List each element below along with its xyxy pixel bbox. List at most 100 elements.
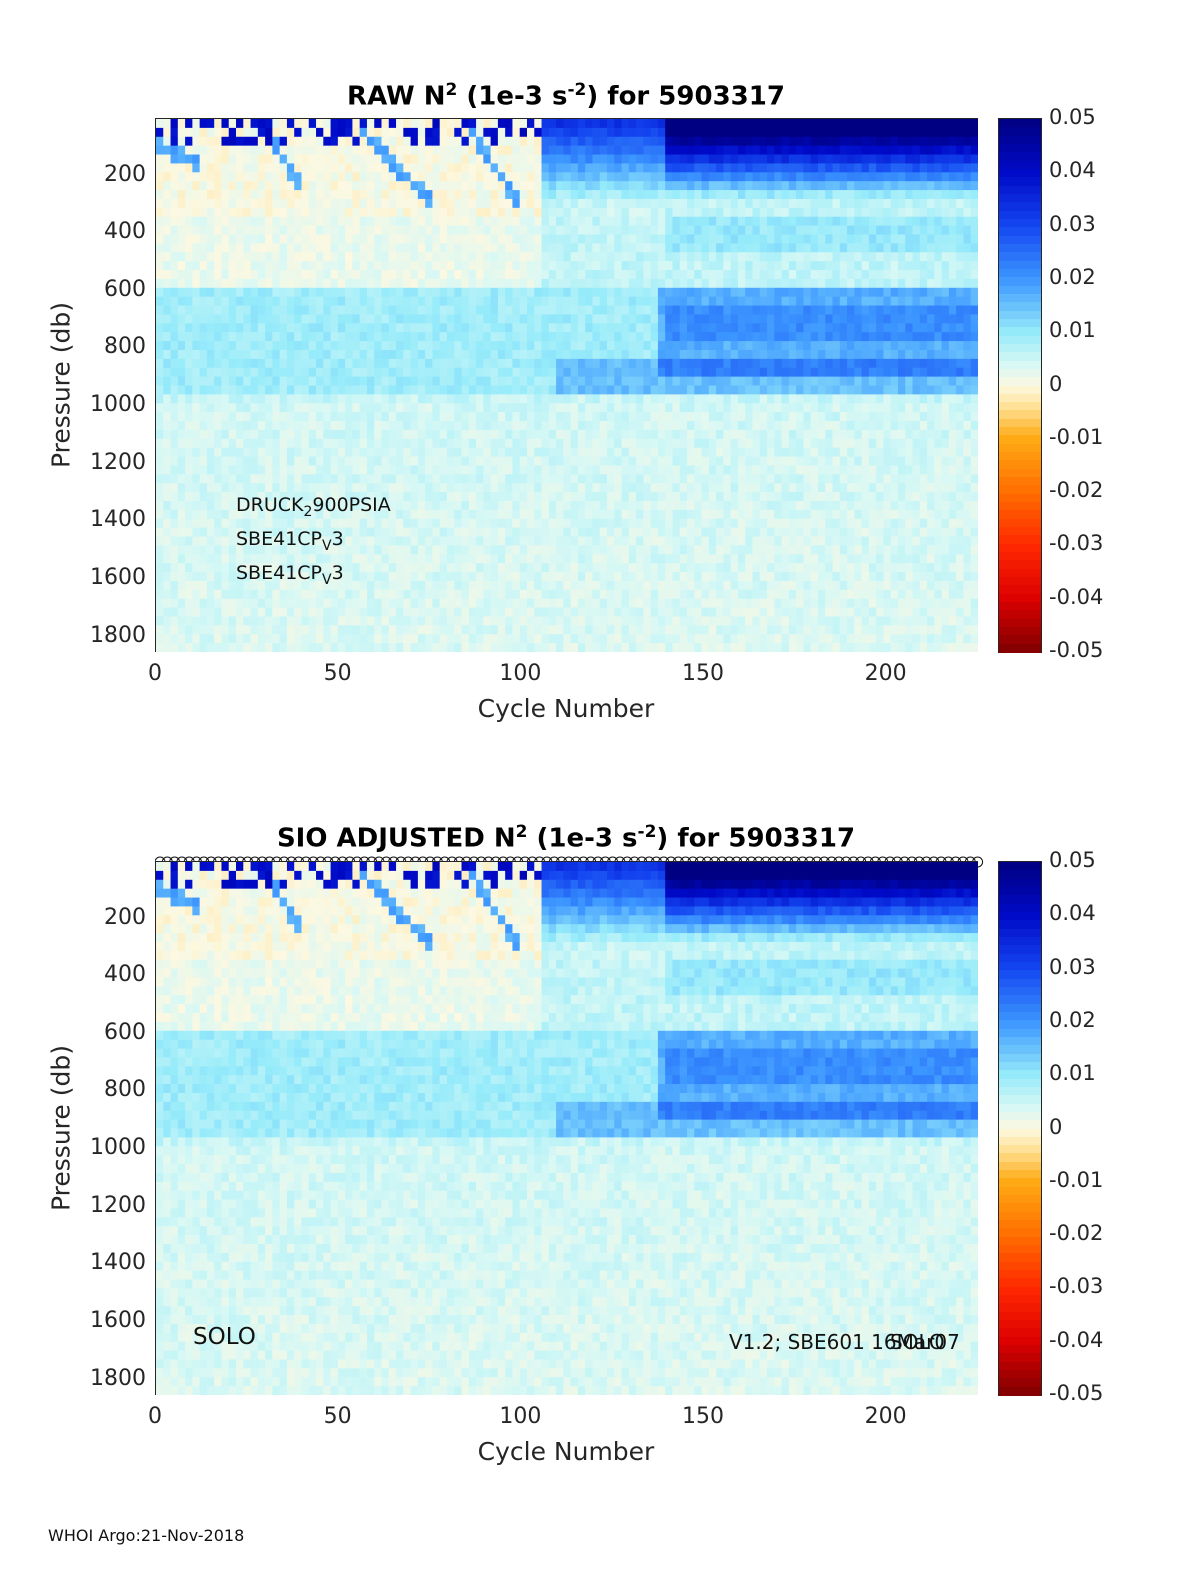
heatmap-cell [737,127,746,138]
heatmap-cell [366,438,375,449]
heatmap-cell [323,349,332,360]
heatmap-cell [694,403,703,413]
heatmap-cell [592,225,601,236]
heatmap-cell [236,278,244,289]
heatmap-cell [396,243,404,253]
heatmap-cell [366,643,375,652]
heatmap-cell [745,216,754,227]
heatmap-cell [650,403,659,413]
heatmap-cell [316,145,324,156]
heatmap-cell [490,421,499,431]
heatmap-cell [534,136,543,147]
heatmap-cell [221,323,230,333]
heatmap-cell [570,181,579,191]
heatmap-cell [556,616,564,626]
heatmap-cell [708,314,717,324]
heatmap-cell [665,394,674,404]
heatmap-cell [432,234,441,244]
heatmap-cell [192,207,201,218]
heatmap-cell [694,465,703,475]
heatmap-cell [156,172,164,182]
heatmap-cell [316,421,324,431]
heatmap-cell [199,625,208,635]
heatmap-cell [505,198,514,209]
heatmap-cell [752,572,761,582]
heatmap-cell [476,305,484,316]
heatmap-cell [308,607,317,618]
heatmap-cell [752,447,761,458]
heatmap-cell [177,243,186,253]
heatmap-cell [257,270,266,280]
heatmap-cell [687,500,695,511]
heatmap-cell [345,456,353,467]
heatmap-cell [483,332,492,342]
heatmap-cell [708,127,717,138]
heatmap-cell [548,243,557,253]
heatmap-cell [519,190,528,200]
heatmap-cell [396,119,404,129]
heatmap-cell [570,474,579,484]
heatmap-cell [265,270,273,280]
heatmap-cell [359,492,368,502]
heatmap-cell [687,492,695,502]
heatmap-cell [621,394,630,404]
heatmap-cell [206,429,215,440]
heatmap-cell [672,136,681,147]
heatmap-cell [512,145,521,156]
heatmap-cell [236,270,244,280]
heatmap-cell [206,190,215,200]
heatmap-cell [621,367,630,378]
heatmap-cell [272,394,281,404]
heatmap-cell [556,341,564,351]
heatmap-cell [177,554,186,564]
heatmap-cell [592,474,601,484]
heatmap-cell [410,598,419,609]
heatmap-cell [454,278,463,289]
heatmap-cell [716,278,724,289]
heatmap-cell [301,500,310,511]
heatmap-cell [163,198,172,209]
heatmap-cell [192,278,201,289]
heatmap-cell [687,376,695,387]
heatmap-cell [694,181,703,191]
heatmap-cell [737,136,746,147]
heatmap-cell [316,572,324,582]
heatmap-cell [541,172,550,182]
heatmap-cell [308,580,317,591]
heatmap-cell [352,332,361,342]
heatmap-cell [286,500,295,511]
heatmap-cell [563,287,572,298]
heatmap-cell [657,145,666,156]
heatmap-cell [265,181,273,191]
heatmap-cell [374,438,383,449]
heatmap-cell [366,456,375,467]
heatmap-cell [643,385,652,395]
heatmap-cell [476,145,484,156]
heatmap-cell [556,119,564,129]
heatmap-cell [737,332,746,342]
heatmap-cell [359,545,368,555]
heatmap-cell [643,572,652,582]
heatmap-cell [534,323,543,333]
heatmap-cell [665,518,674,529]
heatmap-cell [381,545,390,555]
heatmap-cell [345,252,353,262]
heatmap-cell [723,145,732,156]
heatmap-cell [163,500,172,511]
heatmap-cell [512,127,521,138]
heatmap-cell [708,261,717,271]
heatmap-cell [519,163,528,173]
heatmap-cell [396,483,404,493]
heatmap-cell [636,625,644,635]
heatmap-cell [512,518,521,529]
heatmap-cell [199,403,208,413]
heatmap-cell [745,145,754,156]
heatmap-cell [192,616,201,626]
heatmap-cell [621,198,630,209]
heatmap-cell [650,483,659,493]
heatmap-cell [345,572,353,582]
heatmap-cell [636,163,644,173]
heatmap-cell [556,509,564,520]
heatmap-cell [519,349,528,360]
heatmap-cell [177,563,186,573]
